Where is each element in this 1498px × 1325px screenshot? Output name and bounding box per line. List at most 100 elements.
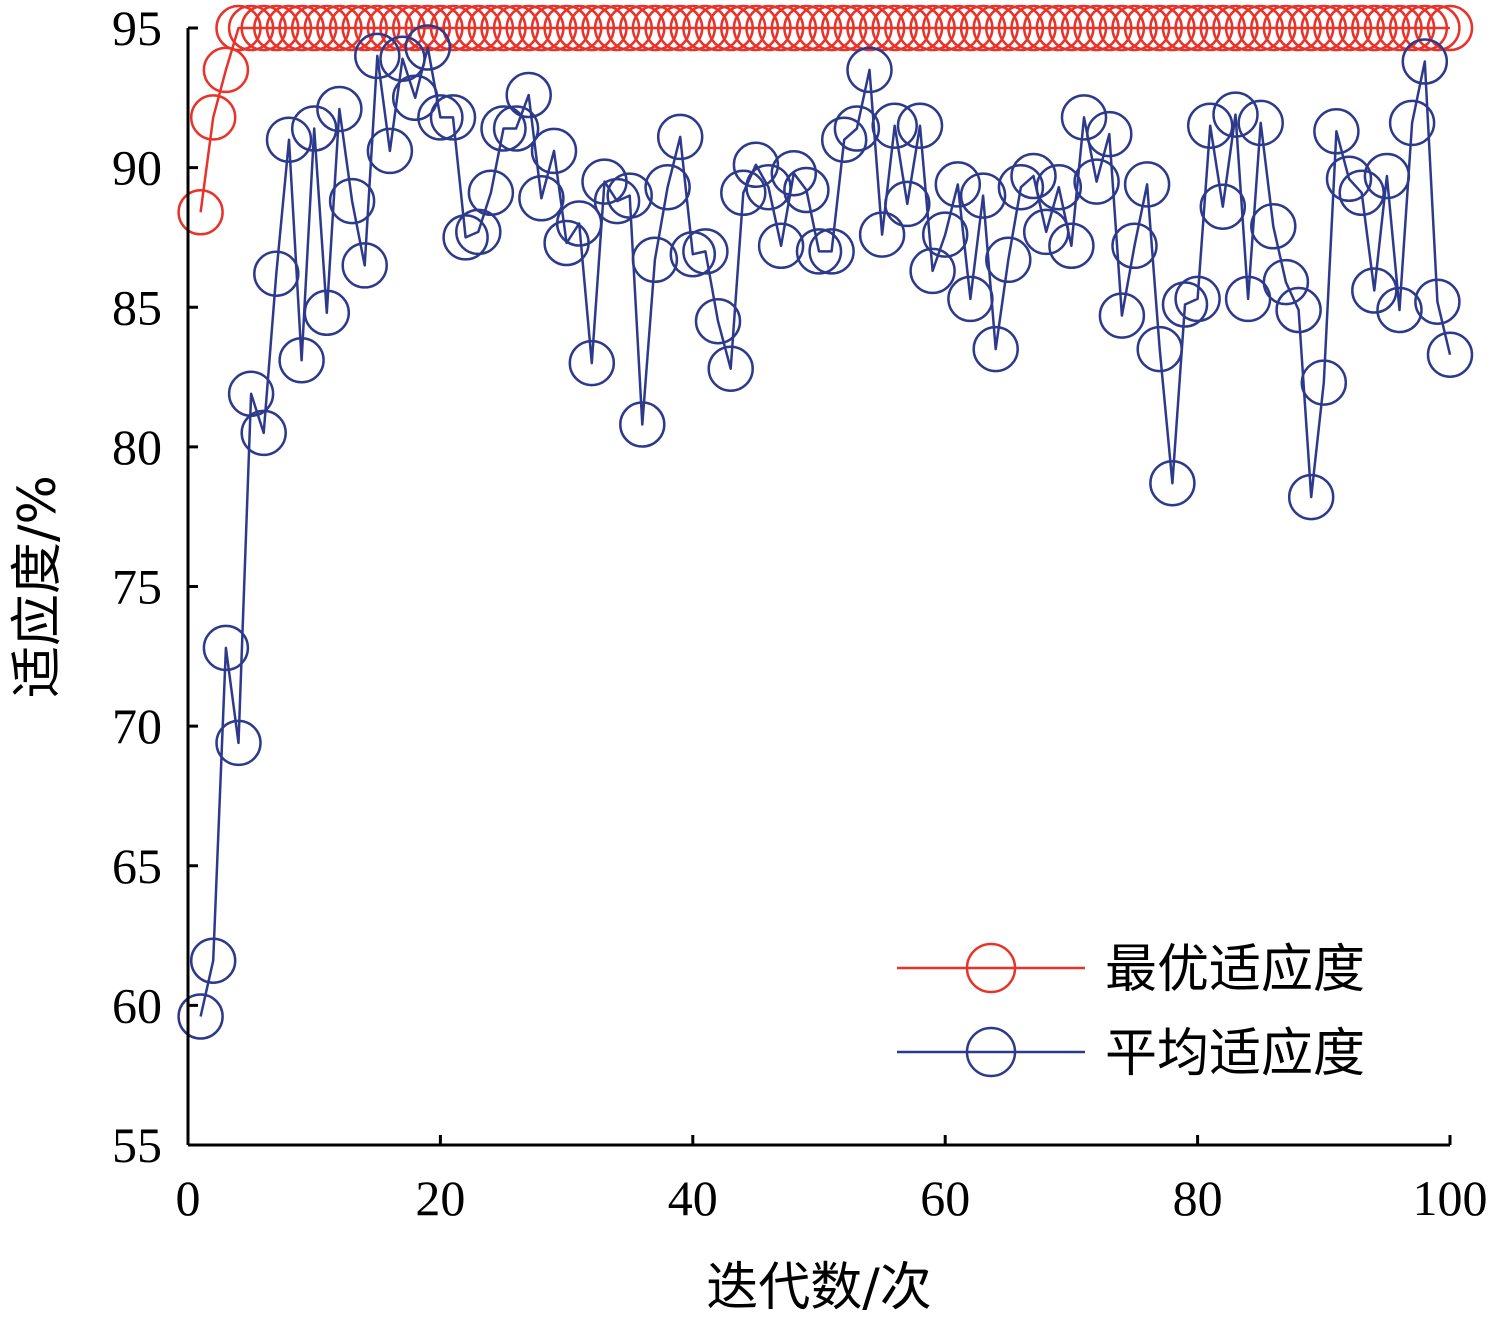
- data-point: [1010, 4, 1057, 52]
- data-point: [391, 74, 439, 122]
- data-point: [202, 624, 250, 672]
- data-point: [1401, 4, 1449, 52]
- x-axis-title: 迭代数/次: [706, 1258, 932, 1318]
- legend-marker: [965, 1026, 1017, 1078]
- data-point: [417, 94, 464, 141]
- data-point: [795, 4, 843, 52]
- data-point: [543, 4, 590, 52]
- data-point: [757, 222, 805, 270]
- data-point: [265, 116, 313, 163]
- data-point: [278, 4, 325, 52]
- data-point: [328, 177, 376, 225]
- data-point: [227, 4, 275, 52]
- data-point: [265, 4, 313, 52]
- legend-marker: [965, 942, 1017, 994]
- data-point: [619, 401, 666, 448]
- data-point: [1237, 4, 1284, 52]
- data-point: [669, 4, 717, 52]
- data-point: [1199, 183, 1247, 230]
- data-point: [568, 339, 616, 387]
- data-point: [429, 4, 477, 52]
- data-point: [1262, 258, 1310, 306]
- data-point: [177, 189, 224, 236]
- data-point: [820, 116, 868, 163]
- data-point: [1136, 325, 1183, 373]
- data-point: [189, 94, 237, 141]
- data-point: [316, 4, 363, 52]
- x-tick-label: 40: [668, 1170, 718, 1226]
- data-point: [1212, 91, 1259, 138]
- data-point: [1111, 4, 1158, 52]
- data-point: [656, 113, 704, 161]
- x-axis-ticks: 0 20 40 60 80 100: [176, 1135, 1488, 1226]
- data-point: [707, 4, 754, 52]
- data-point: [820, 4, 868, 52]
- data-point: [682, 228, 729, 275]
- data-point: [631, 4, 679, 52]
- data-point: [997, 163, 1045, 211]
- data-point: [745, 4, 792, 52]
- data-point: [518, 4, 565, 52]
- data-point: [1199, 4, 1247, 52]
- data-point: [959, 4, 1007, 52]
- data-point: [467, 4, 515, 52]
- data-point: [972, 325, 1019, 373]
- data-point: [253, 4, 300, 52]
- data-point: [366, 127, 414, 175]
- data-point: [871, 4, 918, 52]
- data-point: [1325, 4, 1373, 52]
- data-point: [1313, 108, 1360, 155]
- data-point: [1338, 169, 1385, 217]
- data-point: [732, 141, 780, 189]
- data-point: [568, 4, 616, 52]
- data-point: [429, 94, 477, 141]
- data-point: [1224, 4, 1272, 52]
- data-point: [1035, 4, 1083, 52]
- y-tick-label: 80: [112, 419, 162, 475]
- data-point: [366, 4, 414, 52]
- data-point: [1388, 99, 1436, 147]
- data-point: [593, 177, 641, 225]
- data-point: [1010, 152, 1057, 200]
- data-point: [1376, 286, 1423, 334]
- series-line: [199, 46, 1452, 1017]
- data-point: [1275, 286, 1322, 334]
- data-point: [1325, 155, 1373, 203]
- data-point: [1174, 275, 1221, 323]
- x-tick-label: 80: [1173, 1170, 1223, 1226]
- series-0: [177, 4, 1474, 236]
- data-point: [1287, 4, 1335, 52]
- data-point: [1300, 4, 1348, 52]
- legend-label: 平均适应度: [1105, 1024, 1365, 1084]
- data-point: [1426, 331, 1474, 378]
- data-point: [909, 4, 956, 52]
- data-point: [934, 161, 982, 208]
- data-point: [795, 228, 843, 275]
- data-point: [581, 4, 628, 52]
- data-point: [1388, 4, 1436, 52]
- data-point: [1262, 4, 1310, 52]
- data-point: [1161, 4, 1209, 52]
- data-point: [871, 102, 918, 149]
- data-point: [884, 4, 931, 52]
- data-point: [480, 4, 527, 52]
- data-point: [1123, 4, 1171, 52]
- data-point: [240, 409, 287, 457]
- data-point: [619, 4, 666, 52]
- y-tick-label: 95: [112, 0, 162, 56]
- data-point: [278, 337, 325, 384]
- data-point: [1022, 4, 1070, 52]
- data-point: [631, 236, 679, 284]
- x-tick-label: 100: [1413, 1170, 1488, 1226]
- data-point: [896, 102, 944, 149]
- data-point: [1250, 4, 1297, 52]
- data-point: [1351, 267, 1398, 314]
- data-point: [1250, 203, 1297, 250]
- data-point: [518, 175, 565, 222]
- data-point: [959, 172, 1007, 219]
- data-point: [972, 4, 1019, 52]
- data-point: [707, 345, 754, 392]
- data-point: [720, 169, 767, 217]
- data-point: [442, 4, 489, 52]
